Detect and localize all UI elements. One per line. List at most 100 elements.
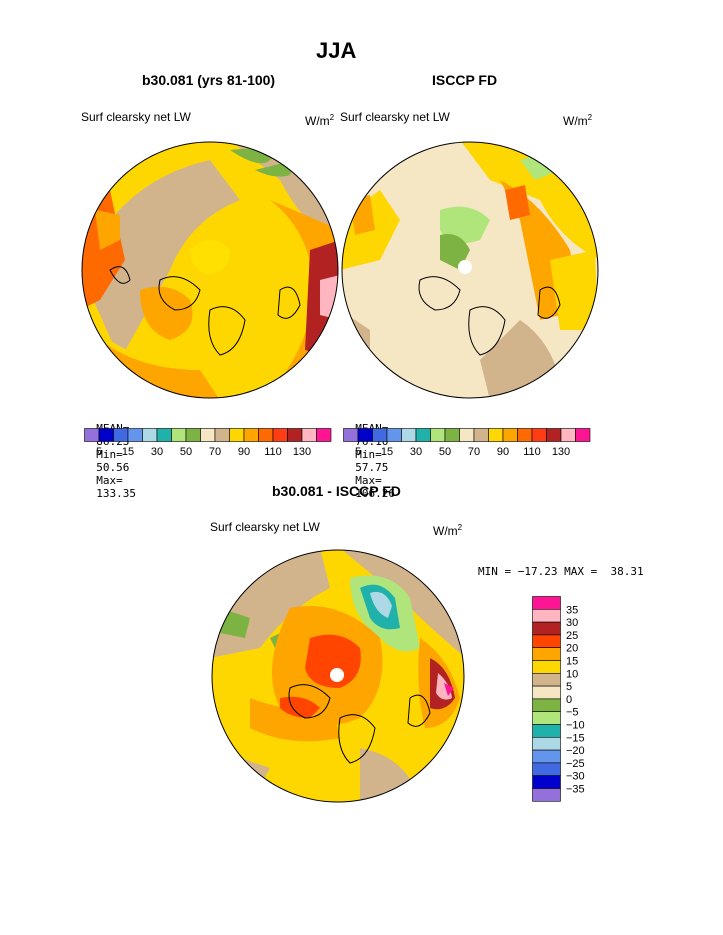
left-colorbar-swatch [84, 428, 100, 442]
right-unit-label: W/m2 [563, 113, 593, 128]
right-colorbar-tick-label: 110 [523, 446, 541, 458]
right-colorbar-swatch [444, 428, 460, 442]
right-colorbar-swatch [430, 428, 446, 442]
left-colorbar-tick-label: 70 [209, 446, 221, 458]
diff-colorbar-tick-label: 5 [566, 681, 572, 693]
diff-colorbar-tick-label: 25 [566, 630, 578, 642]
left-colorbar-tick-label: 110 [264, 446, 282, 458]
diff-colorbar-tick-label: −35 [566, 784, 585, 796]
diff-colorbar-swatch [532, 673, 561, 687]
right-colorbar-tick-label: 70 [468, 446, 480, 458]
right-panel-title: ISCCP FD [432, 72, 498, 88]
left-panel-title: b30.081 (yrs 81-100) [142, 72, 276, 88]
right-colorbar-swatch [386, 428, 402, 442]
diff-colorbar-swatch [532, 698, 561, 713]
diff-polar-map [211, 549, 465, 803]
left-colorbar-swatch [127, 428, 143, 442]
left-colorbar-tick-label: 30 [151, 446, 163, 458]
left-colorbar-tick-label: 130 [293, 446, 311, 458]
left-colorbar-swatch [156, 428, 172, 442]
right-colorbar-swatch [546, 428, 562, 442]
diff-colorbar-tick-label: 10 [566, 668, 578, 680]
right-colorbar-swatch [459, 428, 475, 442]
right-min-value: 57.75 [355, 461, 389, 474]
diff-colorbar-tick-label: −5 [566, 707, 579, 719]
diff-colorbar-tick-label: 0 [566, 694, 572, 706]
right-colorbar: 5 15 30 50 70 90 110 130 [343, 428, 591, 458]
diff-colorbar-swatch [532, 711, 561, 725]
diff-colorbar-swatch [532, 749, 561, 764]
diff-colorbar-tick-label: 35 [566, 604, 578, 616]
right-colorbar-tick-label: 15 [381, 446, 393, 458]
right-variable-label: Surf clearsky net LW [340, 110, 450, 124]
left-min-label: Min= [96, 448, 123, 461]
right-max-label: Max= [355, 474, 382, 487]
right-max-value: 106.26 [355, 487, 395, 500]
right-polar-map [341, 141, 599, 399]
right-colorbar-swatch [575, 428, 591, 442]
left-colorbar-tick-label: 90 [238, 446, 250, 458]
diff-colorbar-swatch [532, 647, 561, 661]
left-variable-label: Surf clearsky net LW [81, 110, 191, 124]
right-min-label: Min= [355, 448, 382, 461]
left-colorbar-swatch [185, 428, 201, 442]
diff-colorbar-swatch [532, 775, 561, 789]
left-colorbar-swatch [229, 428, 245, 442]
diff-colorbar-tick-label: −25 [566, 758, 585, 770]
right-colorbar-tick-label: 130 [552, 446, 570, 458]
diff-variable-label: Surf clearsky net LW [210, 520, 320, 534]
diff-colorbar-tick-label: −30 [566, 771, 585, 783]
left-colorbar-swatch [200, 428, 216, 442]
right-colorbar-swatch [415, 428, 431, 442]
page-title: JJA [316, 38, 357, 63]
diff-panel-title: b30.081 - ISCCP FD [272, 483, 401, 499]
diff-colorbar-swatch [532, 762, 561, 776]
diff-colorbar-tick-label: −15 [566, 732, 585, 744]
left-unit-label: W/m2 [305, 113, 335, 128]
diff-unit-label: W/m2 [433, 523, 463, 538]
diff-colorbar-tick-label: −20 [566, 745, 585, 757]
left-colorbar-swatch [243, 428, 259, 442]
left-max-label: Max= [96, 474, 123, 487]
left-colorbar-swatch [287, 428, 303, 442]
diff-colorbar-swatch [532, 621, 561, 636]
left-colorbar-swatch [98, 428, 114, 442]
right-colorbar-swatch [560, 428, 576, 442]
left-colorbar-swatch [113, 428, 129, 442]
right-colorbar-swatch [517, 428, 533, 442]
diff-colorbar-tick-label: −10 [566, 720, 585, 732]
left-colorbar-swatch [171, 428, 187, 442]
right-colorbar-swatch [502, 428, 518, 442]
diff-colorbar-swatch [532, 685, 561, 700]
left-colorbar-swatch [272, 428, 288, 442]
diff-colorbar-tick-label: 15 [566, 656, 578, 668]
left-polar-map [81, 141, 339, 399]
left-colorbar-swatch [258, 428, 274, 442]
diff-colorbar-tick-label: 20 [566, 643, 578, 655]
left-colorbar-tick-label: 15 [122, 446, 134, 458]
right-colorbar-tick-label: 5 [355, 446, 361, 458]
right-colorbar-swatch [473, 428, 489, 442]
diff-minmax: MIN = −17.23 MAX = 38.31 [478, 565, 644, 578]
right-colorbar-swatch [488, 428, 504, 442]
right-colorbar-swatch [372, 428, 388, 442]
right-colorbar-tick-label: 50 [439, 446, 451, 458]
right-colorbar-tick-label: 30 [410, 446, 422, 458]
diff-colorbar-swatch [532, 737, 561, 751]
left-colorbar-swatch [301, 428, 317, 442]
right-colorbar-swatch [531, 428, 547, 442]
right-colorbar-tick-label: 90 [497, 446, 509, 458]
left-colorbar: 5 15 30 50 70 90 110 130 [84, 428, 332, 458]
diff-colorbar-swatch [532, 596, 561, 610]
left-colorbar-swatch [142, 428, 158, 442]
left-colorbar-tick-label: 50 [180, 446, 192, 458]
diff-colorbar-swatch [532, 788, 561, 802]
right-colorbar-swatch [401, 428, 417, 442]
left-colorbar-tick-label: 5 [96, 446, 102, 458]
left-colorbar-swatch [316, 428, 332, 442]
diff-colorbar-swatch [532, 609, 561, 623]
diff-colorbar-swatch [532, 660, 561, 674]
right-colorbar-swatch [343, 428, 359, 442]
left-min-value: 50.56 [96, 461, 130, 474]
